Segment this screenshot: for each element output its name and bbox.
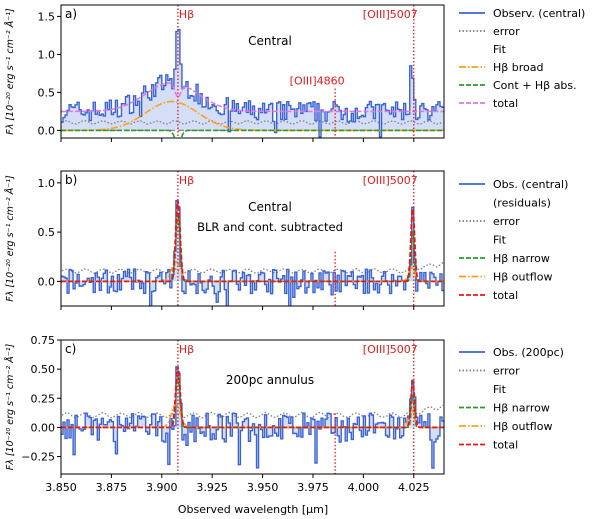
- total-fit: [61, 200, 444, 283]
- panel-label: c): [65, 342, 76, 356]
- line-marker-label: [OIII]5007: [363, 343, 418, 356]
- panel-label: b): [65, 173, 77, 187]
- panel-annotation-2: BLR and cont. subtracted: [197, 220, 343, 234]
- panel-label: a): [65, 7, 77, 21]
- y-axis-label: Fλ [10⁻²⁰ erg s⁻¹ cm⁻² Å⁻¹]: [4, 8, 16, 135]
- legend-label: Fit: [493, 234, 507, 247]
- observed-line: [61, 199, 444, 306]
- x-tick-label: 3.850: [45, 481, 77, 494]
- line-marker-label: [OIII]4860: [290, 75, 345, 88]
- observed-fill: [61, 29, 444, 137]
- panel-annotation: Central: [248, 34, 292, 48]
- y-tick-label: 0.5: [38, 86, 56, 99]
- y-axis-label: Fλ [10⁻²⁰ erg s⁻¹ cm⁻² Å⁻¹]: [4, 343, 16, 470]
- total-fit: [61, 366, 444, 429]
- legend-label: error: [493, 365, 520, 378]
- y-tick-label: 0.0: [38, 275, 56, 288]
- y-tick-label: 0.50: [31, 363, 56, 376]
- x-tick-label: 3.975: [297, 481, 329, 494]
- y-tick-label: 0.00: [31, 421, 56, 434]
- total-fit: [61, 82, 444, 113]
- line-marker-label: Hβ: [179, 343, 194, 356]
- panel-annotation: 200pc annulus: [226, 373, 314, 387]
- line-marker-label: Hβ: [179, 174, 194, 187]
- error-line: [61, 119, 444, 125]
- legend-label: total: [493, 439, 518, 452]
- x-tick-label: 3.900: [146, 481, 178, 494]
- legend-label: error: [493, 215, 520, 228]
- x-tick-label: 3.875: [96, 481, 128, 494]
- x-tick-label: 4.025: [398, 481, 430, 494]
- panel-c: Hβ [OIII]5007 c) 200pc annulus −0.25 0.00 0.25…: [4, 334, 564, 494]
- x-tick-label: 4.000: [348, 481, 380, 494]
- cont-abs-fit: [61, 129, 444, 138]
- y-tick-label: 1.0: [38, 48, 56, 61]
- legend-label: error: [493, 25, 520, 38]
- legend-label: Hβ narrow: [493, 252, 550, 265]
- legend-label: total: [493, 97, 518, 110]
- y-tick-label: 0.0: [38, 124, 56, 137]
- line-marker-label: Hβ: [179, 8, 194, 21]
- x-tick-label: 3.925: [196, 481, 228, 494]
- legend-label: Hβ broad: [493, 61, 544, 74]
- line-marker-label: [OIII]5007: [363, 8, 418, 21]
- legend-label: total: [493, 289, 518, 302]
- observed-fill: [61, 200, 444, 306]
- panel-a: Hβ [OIII]4860 [OIII]5007 a) Central 0.0 0.5 1.0…: [4, 4, 585, 142]
- axes-frame: [60, 339, 445, 475]
- plot-area: [61, 28, 444, 138]
- y-tick-label: 0.75: [31, 334, 56, 347]
- legend-label: (residuals): [493, 197, 551, 210]
- x-axis-label: Observed wavelength [μm]: [178, 503, 328, 516]
- axes-frame: [60, 170, 445, 307]
- legend-label: Hβ outflow: [493, 271, 552, 284]
- observed-line: [61, 28, 444, 138]
- panel-b: Hβ [OIII]5007 b) Central BLR and cont. subtr…: [4, 170, 568, 310]
- legend-label: Fit: [493, 383, 507, 396]
- legend-label: Hβ narrow: [493, 402, 550, 415]
- legend-label: Observ. (central): [493, 7, 585, 20]
- line-marker-label: [OIII]5007: [363, 174, 418, 187]
- y-tick-label: 0.5: [38, 226, 56, 239]
- y-tick-label: 1.0: [38, 177, 56, 190]
- y-tick-label: 0.25: [31, 392, 56, 405]
- legend-label: Obs. (central): [493, 178, 568, 191]
- legend-label: Cont + Hβ abs.: [493, 79, 577, 92]
- x-tick-label: 3.950: [247, 481, 279, 494]
- plot-area: [61, 366, 444, 469]
- legend-label: Fit: [493, 43, 507, 56]
- y-axis-label: Fλ [10⁻²⁰ erg s⁻¹ cm⁻² Å⁻¹]: [4, 175, 16, 302]
- panel-annotation: Central: [248, 200, 292, 214]
- plot-area: [61, 199, 444, 306]
- legend-label: Obs. (200pc): [493, 346, 564, 359]
- axes-frame: [60, 4, 445, 139]
- y-tick-label: −0.25: [21, 451, 55, 464]
- y-tick-label: 1.5: [38, 10, 56, 23]
- legend-label: Hβ outflow: [493, 420, 552, 433]
